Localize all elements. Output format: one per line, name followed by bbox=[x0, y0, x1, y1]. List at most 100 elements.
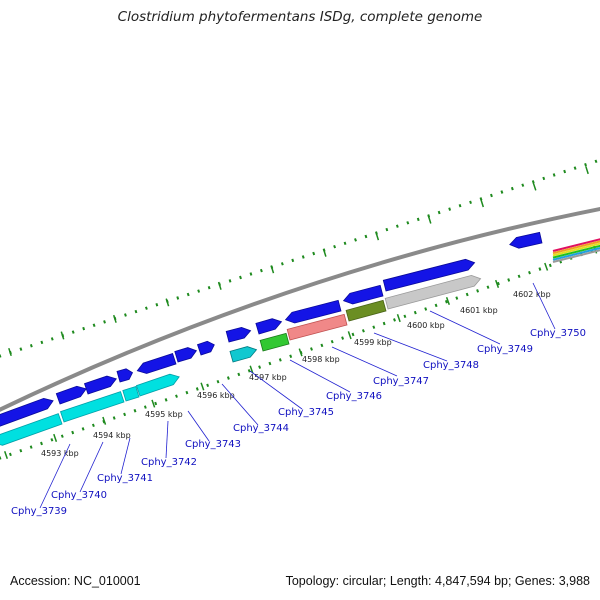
gene-feature-reverse bbox=[122, 385, 140, 402]
outer-minor-tick bbox=[469, 200, 472, 205]
inner-major-tick bbox=[494, 279, 500, 288]
kbp-scale: 4593 kbp 4594 kbp 4595 kbp 4596 kbp 4597… bbox=[41, 290, 551, 458]
figure-title: Clostridium phytofermentans ISDg, comple… bbox=[117, 9, 483, 25]
inner-major-tick bbox=[3, 450, 9, 460]
gene-label-cphy-3747: Cphy_3747 bbox=[373, 376, 429, 387]
outer-minor-tick bbox=[144, 306, 148, 310]
genome-backbone bbox=[0, 206, 600, 412]
inner-major-tick bbox=[200, 382, 205, 391]
kbp-label-4601: 4601 kbp bbox=[460, 306, 498, 315]
outer-major-tick bbox=[532, 182, 537, 191]
outer-minor-tick bbox=[458, 203, 462, 208]
gene-label-cphy-3741: Cphy_3741 bbox=[97, 473, 153, 484]
inner-minor-tick bbox=[164, 398, 168, 402]
inner-minor-tick bbox=[50, 438, 54, 442]
outer-minor-tick bbox=[437, 210, 441, 215]
kbp-label-4602: 4602 kbp bbox=[513, 290, 551, 299]
kbp-label-4597: 4597 kbp bbox=[249, 373, 287, 382]
inner-major-tick bbox=[102, 416, 107, 425]
gene-label-cphy-3745: Cphy_3745 bbox=[278, 407, 334, 418]
inner-minor-tick bbox=[247, 369, 251, 373]
kbp-label-4600: 4600 kbp bbox=[407, 321, 445, 330]
gene-label-cphy-3739: Cphy_3739 bbox=[11, 506, 67, 517]
outer-minor-tick bbox=[71, 330, 75, 334]
inner-minor-tick bbox=[548, 263, 552, 268]
inner-minor-tick bbox=[434, 303, 438, 308]
kbp-label-4598: 4598 kbp bbox=[302, 355, 340, 364]
gene-feature-stacked bbox=[552, 238, 600, 252]
inner-minor-tick bbox=[310, 347, 313, 351]
kbp-label-4593: 4593 kbp bbox=[41, 449, 79, 458]
inner-minor-tick bbox=[330, 339, 334, 344]
inner-minor-tick bbox=[0, 456, 2, 460]
inner-major-tick bbox=[445, 296, 451, 306]
outer-minor-tick bbox=[155, 303, 159, 307]
outer-minor-tick bbox=[40, 340, 44, 345]
gene-labels: Cphy_3739 Cphy_3740 Cphy_3741 Cphy_3742 … bbox=[11, 328, 586, 517]
inner-minor-tick bbox=[29, 445, 33, 449]
inner-minor-tick bbox=[496, 281, 500, 286]
inner-minor-tick bbox=[424, 307, 428, 311]
outer-minor-tick bbox=[312, 251, 316, 256]
label-leader-line bbox=[165, 420, 169, 459]
inner-minor-tick bbox=[320, 343, 324, 348]
label-leader-line bbox=[429, 310, 501, 345]
outer-major-tick bbox=[480, 199, 485, 208]
gene-feature-forward bbox=[342, 284, 384, 305]
inner-major-tick bbox=[544, 262, 549, 271]
outer-minor-tick bbox=[573, 166, 577, 170]
inner-major-tick bbox=[396, 314, 401, 323]
outer-minor-tick bbox=[92, 323, 96, 328]
outer-minor-tick bbox=[197, 289, 201, 293]
gene-label-cphy-3748: Cphy_3748 bbox=[423, 360, 479, 371]
outer-major-tick bbox=[270, 265, 275, 274]
gene-feature-forward bbox=[255, 318, 283, 335]
gene-feature-grey bbox=[384, 274, 482, 310]
inner-minor-tick bbox=[71, 430, 75, 435]
inner-major-tick bbox=[151, 399, 156, 408]
gene-feature-stacked bbox=[552, 249, 600, 263]
inner-minor-tick bbox=[60, 434, 64, 438]
outer-minor-tick bbox=[490, 193, 493, 198]
label-leader-line bbox=[373, 332, 448, 362]
gene-feature-stacked bbox=[552, 247, 600, 261]
inner-minor-tick bbox=[143, 405, 147, 409]
outer-major-tick bbox=[375, 232, 380, 241]
gene-feature-reverse bbox=[229, 346, 258, 363]
inner-minor-tick bbox=[528, 270, 531, 275]
inner-minor-tick bbox=[81, 427, 85, 431]
outer-minor-tick bbox=[448, 207, 452, 211]
gene-feature-forward bbox=[0, 397, 54, 427]
inner-minor-tick bbox=[123, 412, 127, 417]
inner-minor-tick bbox=[278, 358, 282, 362]
outer-minor-tick bbox=[406, 221, 410, 225]
inner-major-tick bbox=[298, 348, 303, 357]
inner-minor-tick bbox=[237, 372, 241, 377]
outer-minor-tick bbox=[280, 262, 284, 266]
inner-minor-tick bbox=[268, 361, 272, 366]
outer-major-tick bbox=[585, 166, 589, 175]
label-leader-line bbox=[187, 410, 210, 442]
inner-major-tick bbox=[53, 433, 58, 442]
gene-label-cphy-3742: Cphy_3742 bbox=[141, 457, 197, 468]
kbp-label-4595: 4595 kbp bbox=[145, 410, 183, 419]
label-leader-line bbox=[39, 443, 71, 509]
outer-minor-tick bbox=[594, 159, 598, 164]
outer-major-tick bbox=[112, 314, 117, 323]
label-leader-line bbox=[120, 437, 131, 475]
inner-minor-tick bbox=[538, 267, 542, 271]
outer-major-tick bbox=[427, 215, 432, 224]
outer-minor-tick bbox=[207, 285, 211, 290]
inner-minor-tick bbox=[195, 387, 199, 391]
inner-minor-tick bbox=[507, 278, 511, 282]
gene-feature-reverse bbox=[135, 373, 180, 397]
outer-minor-tick bbox=[500, 190, 504, 194]
outer-minor-tick bbox=[249, 272, 253, 276]
outer-minor-tick bbox=[343, 241, 347, 246]
kbp-label-4594: 4594 kbp bbox=[93, 431, 131, 440]
topology-summary: Topology: circular; Length: 4,847,594 bp… bbox=[285, 574, 590, 588]
accession-text: Accession: NC_010001 bbox=[10, 574, 141, 588]
label-leader-line bbox=[79, 441, 104, 493]
outer-major-tick bbox=[217, 281, 222, 290]
gene-feature-stacked bbox=[552, 242, 600, 257]
